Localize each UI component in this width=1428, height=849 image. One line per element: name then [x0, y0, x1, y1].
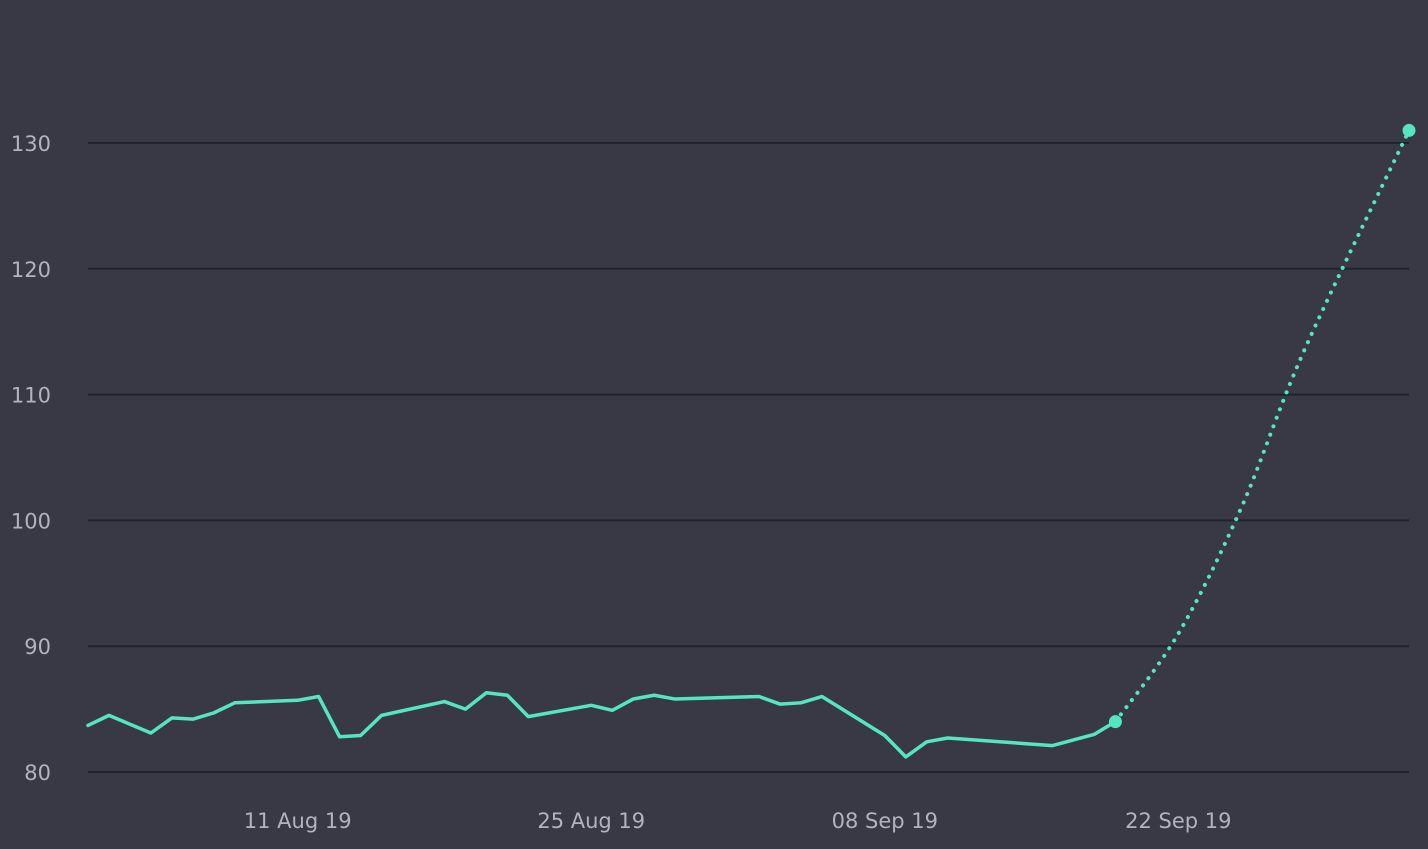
y-tick-label-130: 130	[11, 132, 51, 156]
y-tick-label-80: 80	[24, 761, 51, 785]
x-tick-label-3: 08 Sep 19	[832, 809, 938, 833]
endpoint-markers	[1108, 123, 1416, 729]
series-lines	[86, 128, 1411, 759]
y-tick-label-120: 120	[11, 258, 51, 282]
x-tick-label-4: 22 Sep 19	[1125, 809, 1231, 833]
y-tick-label-100: 100	[11, 509, 51, 533]
x-tick-label-2: 25 Aug 19	[537, 809, 645, 833]
grid-lines	[88, 142, 1409, 773]
forecast-start-point[interactable]	[1108, 715, 1122, 729]
y-tick-label-110: 110	[11, 384, 51, 408]
y-axis: 80 90 100 110 120 130	[11, 132, 51, 785]
y-tick-label-90: 90	[24, 635, 51, 659]
x-tick-label-1: 11 Aug 19	[244, 809, 352, 833]
history-solid-line	[86, 690, 1118, 759]
x-axis: 11 Aug 19 25 Aug 19 08 Sep 19 22 Sep 19	[244, 809, 1232, 833]
forecast-end-point[interactable]	[1402, 123, 1416, 137]
